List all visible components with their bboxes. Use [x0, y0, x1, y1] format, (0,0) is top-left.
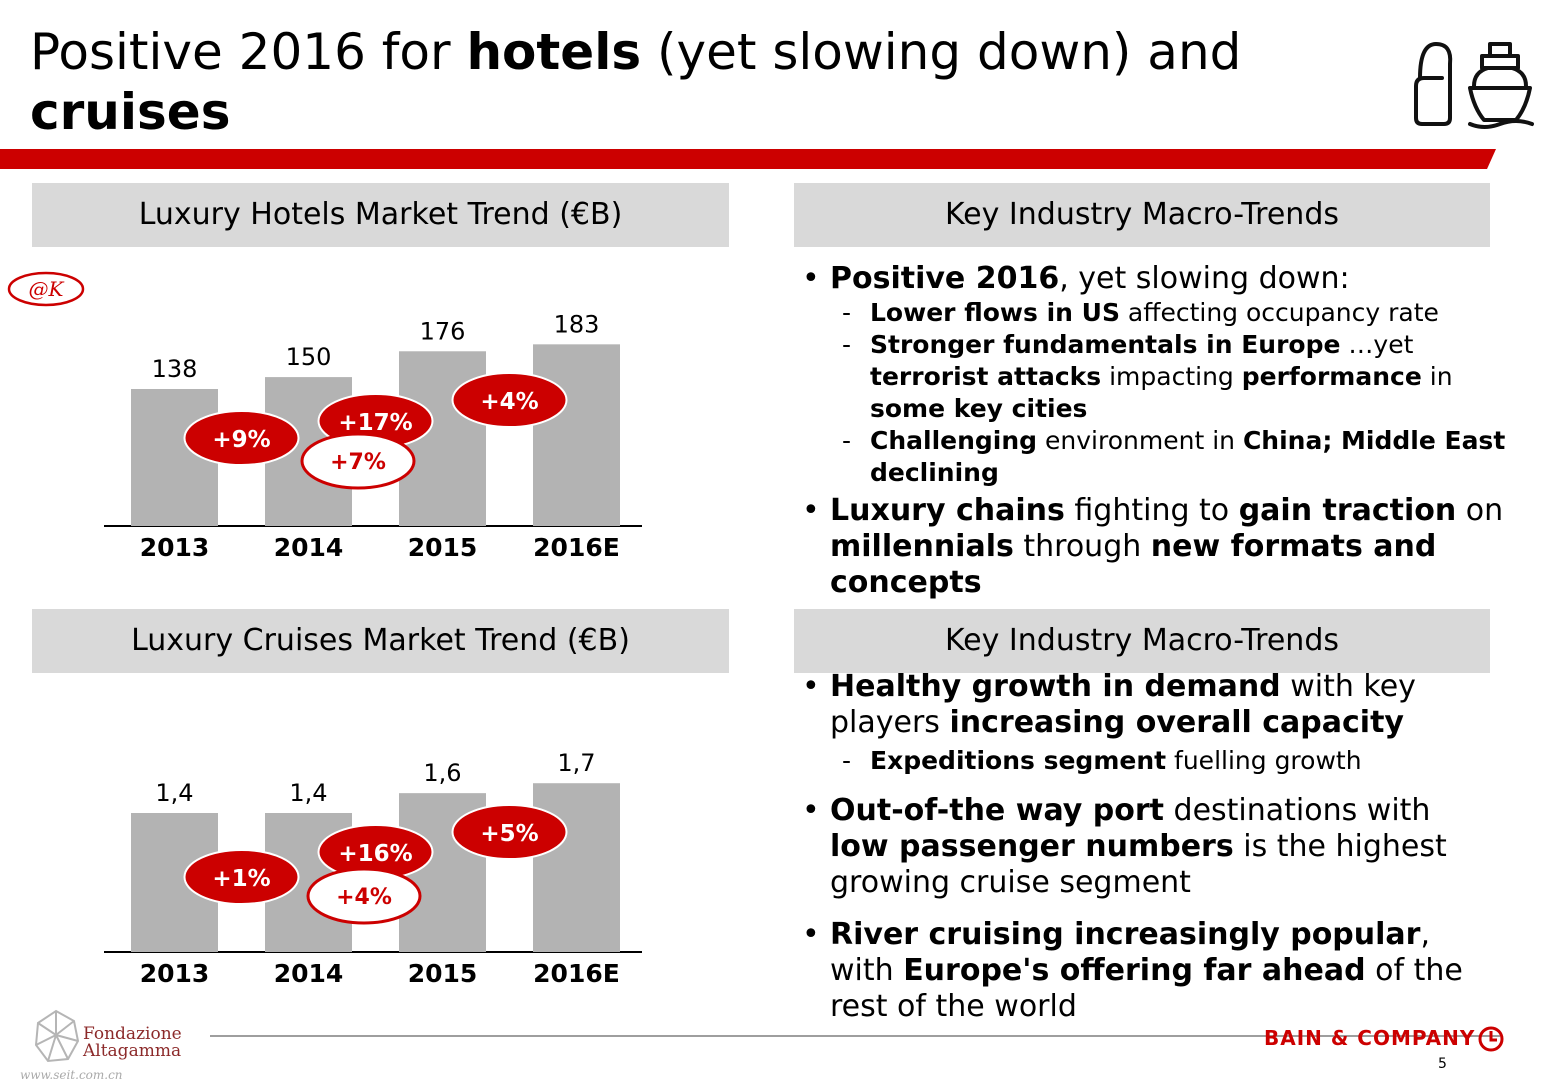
category-label: 2016E [533, 959, 620, 988]
category-label: 2015 [408, 533, 478, 562]
trend-bullet: Healthy growth in demand with key player… [796, 669, 1496, 741]
ak-stamp-text: @K [29, 277, 65, 301]
trends-list-top: Positive 2016, yet slowing down: Lower f… [796, 261, 1526, 601]
trend-sub-bullet: Expeditions segment fuelling growth [796, 745, 1496, 777]
title-bold-cruises: cruises [30, 83, 231, 141]
trend-bullet: Out-of-the way port destinations with lo… [796, 793, 1496, 901]
category-label: 2016E [533, 533, 620, 562]
category-label: 2013 [140, 533, 210, 562]
title-part2: (yet slowing down) and [641, 23, 1242, 81]
trend-sub-bullet: Stronger fundamentals in Europe …yet ter… [796, 329, 1526, 425]
bar-2016E [533, 783, 620, 952]
trend-sub-bullet: Challenging environment in China; Middle… [796, 425, 1526, 489]
growth-badge [451, 372, 568, 428]
value-label: 138 [152, 355, 198, 383]
category-label: 2014 [274, 533, 344, 562]
growth-badge [183, 410, 300, 466]
bain-logo-text: BAIN & COMPANY [1264, 1026, 1476, 1050]
cagr-badge [306, 867, 422, 925]
watermark: www.seit.com.cn [20, 1068, 123, 1082]
cagr-badge [300, 432, 416, 490]
title-bold-hotels: hotels [466, 23, 642, 81]
title-part1: Positive 2016 for [30, 23, 467, 81]
cagr-label: +7% [330, 450, 386, 475]
value-label: 1,4 [155, 779, 193, 807]
title-divider-bar [0, 149, 1496, 169]
growth-label: +1% [212, 866, 270, 892]
category-label: 2013 [140, 959, 210, 988]
growth-label: +4% [480, 389, 538, 415]
trend-sub-bullet: Lower flows in US affecting occupancy ra… [796, 297, 1526, 329]
category-label: 2015 [408, 959, 478, 988]
category-label: 2014 [274, 959, 344, 988]
trends-header-bottom: Key Industry Macro-Trends [794, 609, 1490, 673]
value-label: 176 [420, 317, 466, 345]
slide-title: Positive 2016 for hotels (yet slowing do… [30, 22, 1360, 142]
trend-bullet: Luxury chains fighting to gain traction … [796, 493, 1526, 601]
fondazione-altagamma-text: Fondazione Altagamma [83, 1024, 182, 1061]
trend-bullet: River cruising increasingly popular, wit… [796, 917, 1496, 1025]
growth-badge [183, 849, 300, 905]
growth-badge [451, 804, 568, 860]
growth-label: +9% [212, 427, 270, 453]
growth-label: +16% [338, 841, 412, 867]
cruises-chart-header: Luxury Cruises Market Trend (€B) [32, 609, 729, 673]
cagr-label: +4% [336, 885, 392, 910]
trends-list-bottom: Healthy growth in demand with key player… [796, 669, 1496, 1025]
value-label: 1,4 [289, 779, 327, 807]
hotels-bar-chart: 138 2013 150 2014 176 2015 183 2016E +9% +17% +4% +… [104, 310, 642, 562]
fondazione-altagamma-logo [34, 1009, 80, 1063]
hotels-chart-header: Luxury Hotels Market Trend (€B) [32, 183, 729, 247]
value-label: 1,6 [423, 759, 461, 787]
value-label: 1,7 [557, 749, 595, 777]
page-number: 5 [1438, 1056, 1447, 1072]
footer-divider [210, 1035, 1500, 1037]
growth-label: +5% [480, 821, 538, 847]
trends-header-top: Key Industry Macro-Trends [794, 183, 1490, 247]
luggage-ship-icon [1414, 42, 1534, 129]
cruises-bar-chart: 1,4 2013 1,4 2014 1,6 2015 1,7 2016E +1% +16% +5% +… [104, 749, 642, 988]
bain-logo-icon [1478, 1026, 1504, 1052]
ak-stamp-icon: @K [7, 271, 85, 307]
value-label: 150 [286, 343, 332, 371]
bar-2016E [533, 344, 620, 526]
value-label: 183 [554, 310, 600, 338]
growth-label: +17% [338, 410, 412, 436]
trend-bullet: Positive 2016, yet slowing down: [796, 261, 1526, 297]
